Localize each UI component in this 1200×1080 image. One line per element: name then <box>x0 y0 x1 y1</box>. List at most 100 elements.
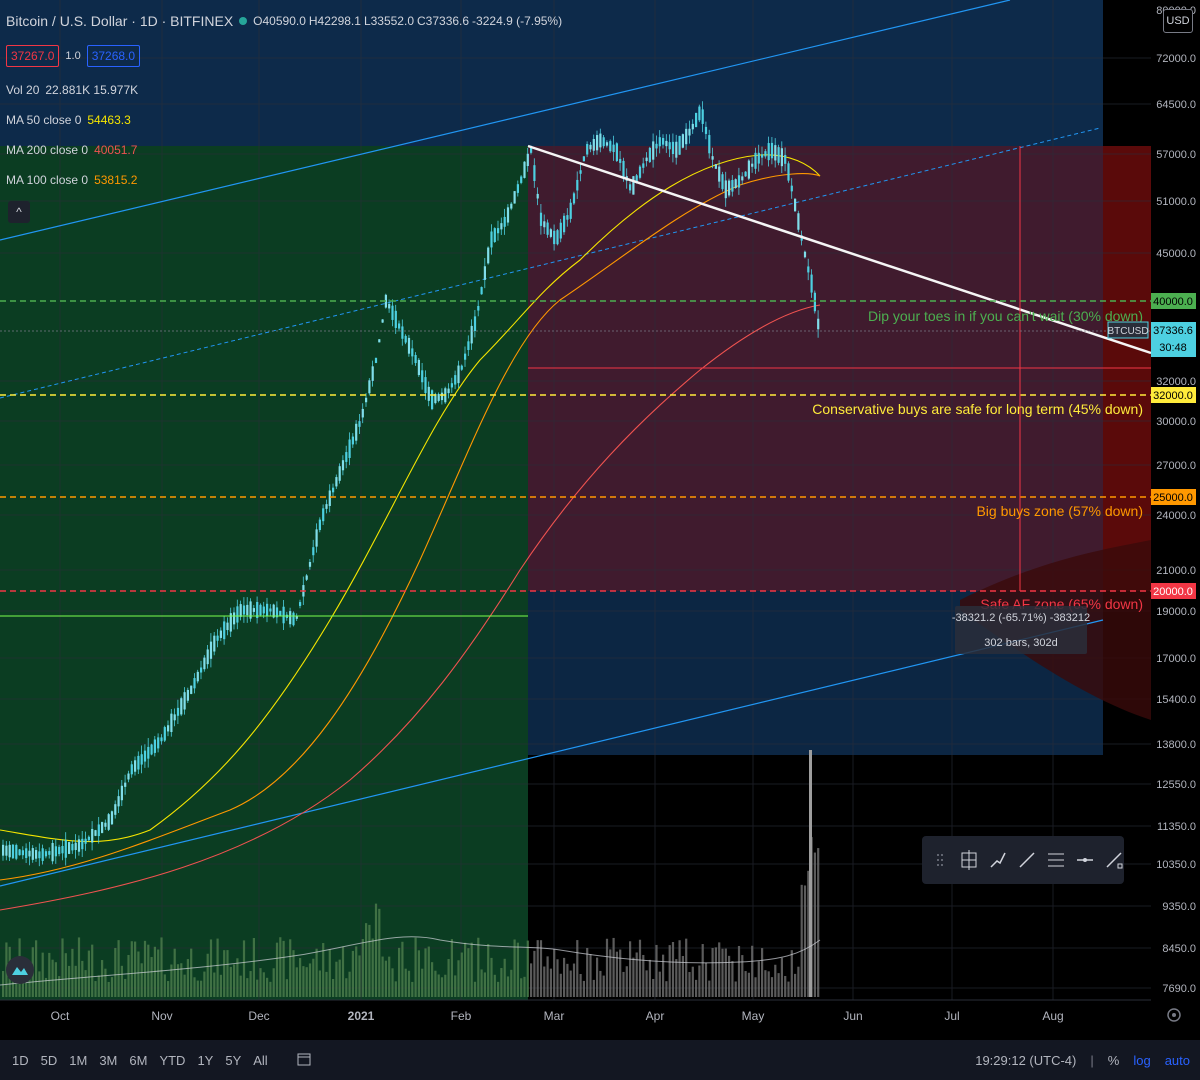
candle-body <box>147 746 150 759</box>
timeframe-5d[interactable]: 5D <box>40 1052 58 1068</box>
timeframe-5y[interactable]: 5Y <box>225 1052 242 1068</box>
volume-bar <box>25 969 28 997</box>
candle-body <box>25 848 28 858</box>
divider: | <box>1090 1052 1094 1068</box>
indicator-value: 53815.2 <box>94 173 138 187</box>
grip-icon[interactable] <box>930 848 951 872</box>
candle-body <box>510 203 513 209</box>
volume-bar <box>698 965 701 997</box>
volume-bar <box>602 975 605 997</box>
volume-bar <box>110 977 114 997</box>
timeframe-ytd[interactable]: YTD <box>159 1052 186 1068</box>
price-chart[interactable]: Dip your toes in if you can't wait (30% … <box>0 0 1200 1040</box>
ma200-line <box>0 304 821 911</box>
volume-ma-line <box>0 936 821 986</box>
volume-bar <box>203 971 206 997</box>
candle-body <box>668 142 671 150</box>
candle-body <box>127 773 130 780</box>
candle-body <box>675 141 678 158</box>
candle-body <box>107 814 110 830</box>
clock-display[interactable]: 19:29:12 (UTC-4) <box>975 1052 1077 1068</box>
volume-bar <box>790 950 793 997</box>
settings-gear-icon[interactable] <box>1167 1008 1181 1022</box>
candle-body <box>143 750 147 762</box>
candle-body <box>216 635 219 641</box>
level-label-25000: Big buys zone (57% down) <box>976 503 1143 519</box>
currency-button[interactable]: USD <box>1163 9 1193 33</box>
log-toggle[interactable]: log <box>1133 1052 1151 1068</box>
trend-line-icon[interactable] <box>1017 848 1038 872</box>
candle-body <box>780 148 783 167</box>
fib-retracement-icon[interactable] <box>1045 848 1066 872</box>
indicator-ma100[interactable]: MA 100 close 0 53815.2 <box>6 173 137 187</box>
indicator-vol[interactable]: Vol 20 22.881K 15.977K <box>6 83 138 97</box>
volume-bar <box>226 950 229 997</box>
candle-body <box>183 692 186 710</box>
candle-body <box>767 143 770 161</box>
auto-toggle[interactable]: auto <box>1164 1052 1190 1068</box>
indicator-label: MA 200 close 0 <box>6 143 89 157</box>
bid-button[interactable]: 37267.0 <box>6 45 60 67</box>
volume-bar <box>239 975 242 997</box>
candle-body <box>520 176 523 183</box>
candle-body <box>398 323 401 329</box>
candle-body <box>328 490 331 506</box>
right-gap-top <box>1103 0 1151 146</box>
level-badge-20000 <box>1151 583 1196 599</box>
price-axis-label: 32000.0 <box>1156 376 1196 388</box>
volume-bar <box>176 964 180 997</box>
volume-bar <box>190 948 193 997</box>
descending-trend-line[interactable] <box>527 144 1152 355</box>
price-axis-label: 24000.0 <box>1156 510 1196 522</box>
tradingview-logo-icon[interactable] <box>6 956 34 984</box>
indicator-label: Vol 20 <box>6 83 40 97</box>
long-position-icon[interactable] <box>959 848 980 872</box>
timeframe-3m[interactable]: 3M <box>99 1052 118 1068</box>
volume-bar <box>401 941 404 997</box>
volume-bar <box>563 957 566 997</box>
candle-body <box>744 171 747 177</box>
path-icon[interactable] <box>988 848 1009 872</box>
volume-bar <box>143 940 147 997</box>
measure-bars-text: 302 bars, 302d <box>984 637 1057 649</box>
timeframe-all[interactable]: All <box>253 1052 268 1068</box>
candle-body <box>134 760 137 772</box>
timeframe-6m[interactable]: 6M <box>129 1052 148 1068</box>
collapse-legend-button[interactable]: ^ <box>8 201 30 223</box>
timeframe-1y[interactable]: 1Y <box>197 1052 214 1068</box>
ask-button[interactable]: 37268.0 <box>86 45 141 67</box>
candle-body <box>612 144 615 153</box>
volume-bar <box>427 946 430 997</box>
measure-box[interactable] <box>955 606 1087 654</box>
candle-body <box>249 601 252 619</box>
indicator-ma50[interactable]: MA 50 close 0 54463.3 <box>6 113 131 127</box>
time-axis-label: Mar <box>544 1009 565 1023</box>
trend-angle-icon[interactable] <box>1103 848 1124 872</box>
indicator-ma200[interactable]: MA 200 close 0 40051.7 <box>6 143 137 157</box>
timeframe-1d[interactable]: 1D <box>12 1052 29 1068</box>
candle-body <box>473 316 477 331</box>
candle-body <box>305 575 308 580</box>
candle-body <box>381 319 384 323</box>
candle-body <box>543 221 546 228</box>
candle-body <box>269 608 272 612</box>
date-range-icon[interactable] <box>296 1051 312 1070</box>
volume-bar <box>414 937 417 997</box>
timeframe-1m[interactable]: 1M <box>69 1052 88 1068</box>
time-axis-label: 2021 <box>348 1009 375 1023</box>
volume-bar <box>450 939 453 997</box>
ma100-line <box>0 173 821 881</box>
candle-body <box>770 142 774 159</box>
time-axis[interactable] <box>0 1000 1200 1040</box>
price-axis-label: 30000.0 <box>1156 416 1196 428</box>
last-price-badge <box>1151 322 1196 357</box>
candle-body <box>223 621 226 640</box>
candle-body <box>28 850 31 857</box>
volume-bar <box>229 966 232 997</box>
symbol-title[interactable]: Bitcoin / U.S. Dollar · 1D · BITFINEX <box>6 13 234 29</box>
percent-toggle[interactable]: % <box>1107 1052 1120 1068</box>
volume-bar <box>378 908 381 997</box>
volume-bar <box>473 981 477 997</box>
candle-body <box>289 611 292 625</box>
horizontal-ray-icon[interactable] <box>1074 848 1095 872</box>
